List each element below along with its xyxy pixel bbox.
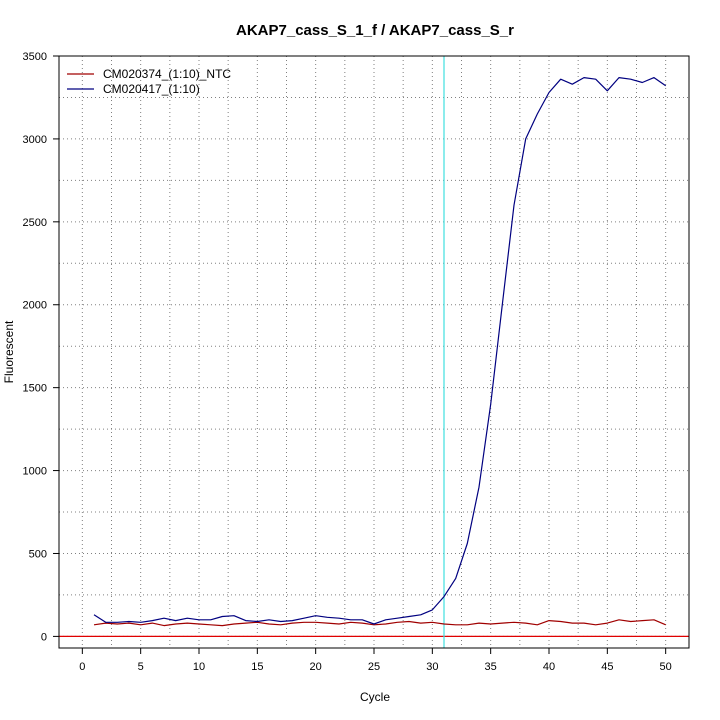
y-tick-label: 1500: [23, 383, 47, 395]
y-tick-label: 0: [41, 631, 47, 643]
chart-title: AKAP7_cass_S_1_f / AKAP7_cass_S_r: [236, 22, 514, 39]
markers: [59, 56, 689, 648]
y-tick-label: 3000: [23, 134, 47, 146]
grid: [59, 55, 689, 648]
y-tick-label: 500: [29, 548, 47, 560]
series-lines: [93, 76, 667, 627]
x-tick-label: 40: [543, 661, 555, 673]
x-tick-label: 20: [310, 661, 322, 673]
legend-label: CM020417_(1:10): [103, 82, 200, 96]
y-axis-label: Fluorescent: [2, 320, 16, 383]
series-line-2: [93, 76, 667, 625]
x-axis-label: Cycle: [360, 690, 390, 704]
x-tick-label: 15: [251, 661, 263, 673]
y-axis: 0 500 1000 1500 2000 2500 3000 3500: [23, 51, 59, 643]
y-tick-label: 2500: [23, 217, 47, 229]
x-tick-label: 30: [426, 661, 438, 673]
x-tick-label: 25: [368, 661, 380, 673]
legend-label: CM020374_(1:10)_NTC: [103, 67, 231, 81]
x-tick-label: 0: [79, 661, 85, 673]
x-tick-label: 10: [193, 661, 205, 673]
series-line-1: [93, 619, 666, 627]
x-tick-label: 50: [660, 661, 672, 673]
x-tick-label: 5: [138, 661, 144, 673]
x-tick-label: 35: [485, 661, 497, 673]
x-axis: 0 5 10 15 20 25 30 35 40 45 50: [79, 648, 672, 673]
y-tick-label: 1000: [23, 466, 47, 478]
y-tick-label: 3500: [23, 51, 47, 63]
y-tick-label: 2000: [23, 300, 47, 312]
x-tick-label: 45: [601, 661, 613, 673]
